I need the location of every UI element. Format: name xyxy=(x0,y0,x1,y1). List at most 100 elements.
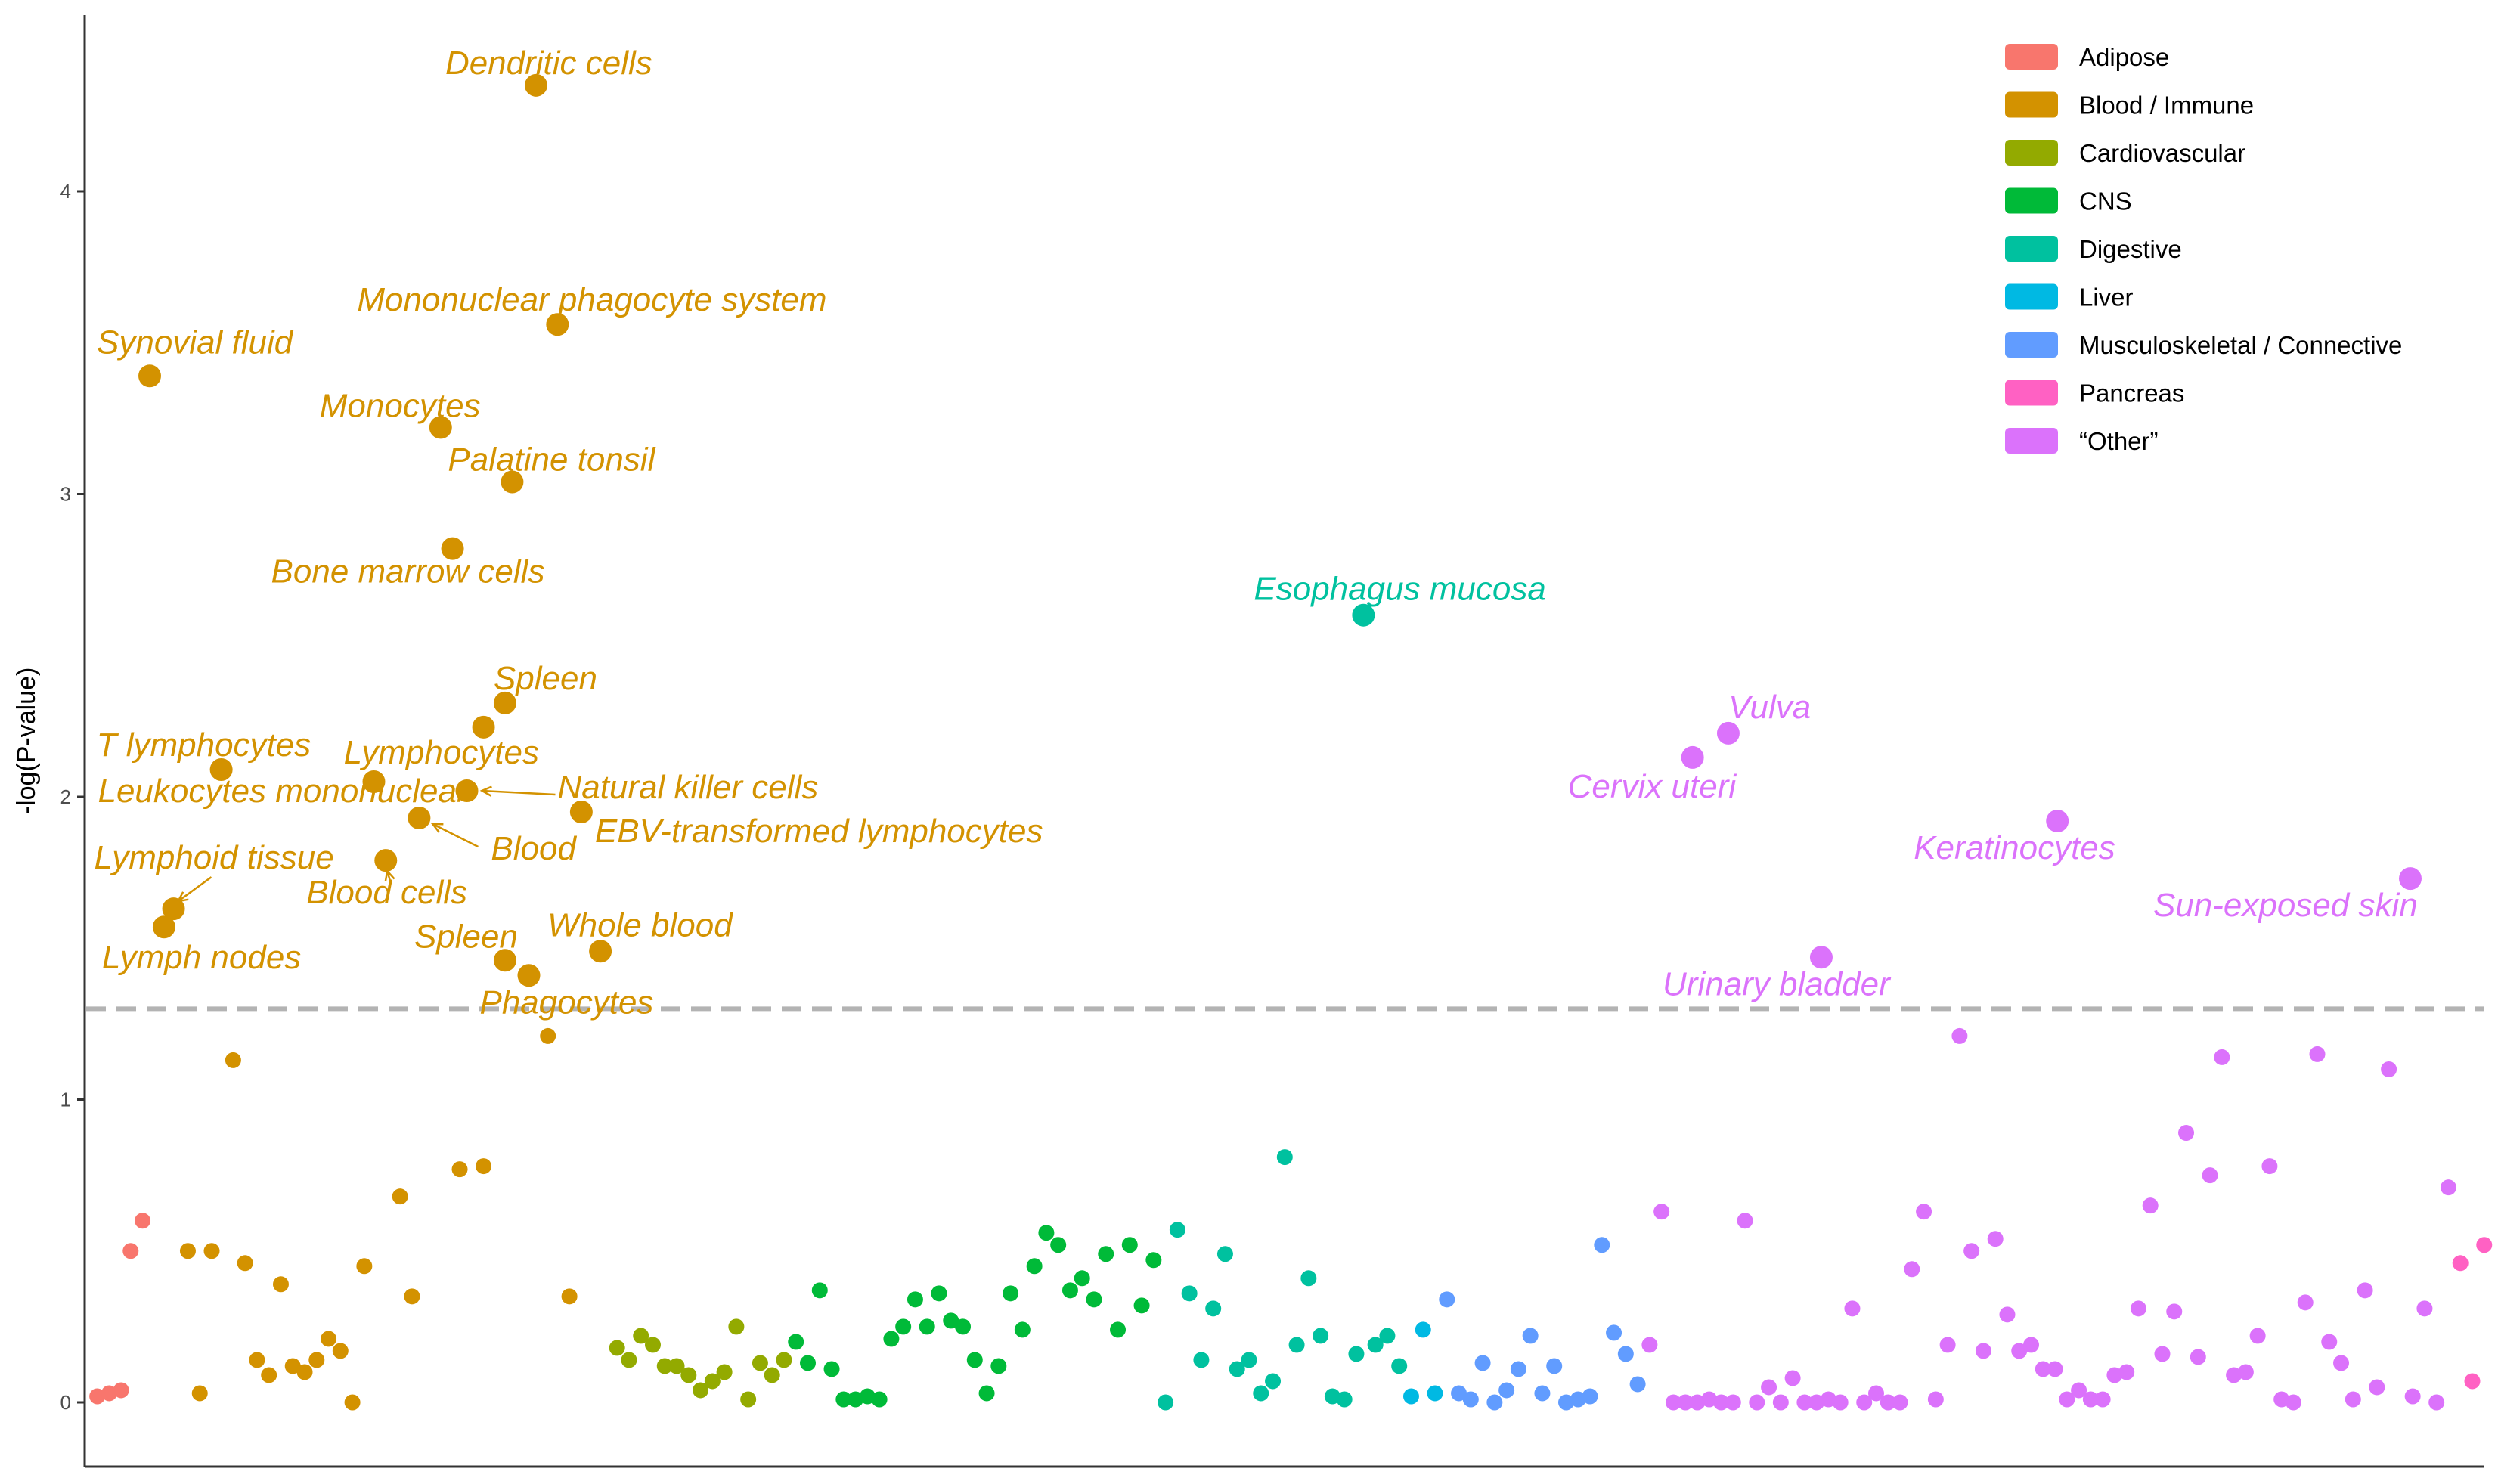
data-point xyxy=(764,1367,780,1383)
labeled-data-point xyxy=(517,964,541,987)
labeled-data-point xyxy=(2046,810,2069,833)
data-point xyxy=(476,1158,492,1175)
data-point xyxy=(1181,1285,1198,1302)
data-point xyxy=(1145,1252,1162,1269)
data-point xyxy=(2309,1046,2326,1062)
legend-swatch xyxy=(2005,332,2058,358)
data-point xyxy=(895,1318,912,1335)
legend-label: Adipose xyxy=(2079,43,2169,71)
data-point xyxy=(1701,1391,1718,1408)
label-arrowhead xyxy=(384,869,395,882)
data-point xyxy=(1772,1394,1789,1411)
data-points xyxy=(89,73,2493,1411)
point-label: Spleen xyxy=(494,660,597,697)
data-point xyxy=(179,1243,196,1259)
data-point xyxy=(1253,1385,1269,1402)
data-point xyxy=(332,1343,349,1359)
legend-label: Musculoskeletal / Connective xyxy=(2079,331,2402,359)
labeled-data-point xyxy=(493,691,516,714)
legend-swatch xyxy=(2005,91,2058,118)
data-point xyxy=(1987,1231,2004,1247)
labeled-data-point xyxy=(152,915,175,939)
data-point xyxy=(2106,1367,2123,1383)
data-point xyxy=(859,1388,876,1405)
data-point xyxy=(1169,1222,1185,1238)
data-point xyxy=(1415,1321,1431,1338)
legend-swatch xyxy=(2005,283,2058,310)
data-point xyxy=(203,1243,220,1259)
data-point xyxy=(1641,1337,1658,1353)
labeled-data-point xyxy=(546,313,569,336)
data-point xyxy=(1784,1370,1801,1386)
labeled-data-point xyxy=(138,364,162,388)
data-point xyxy=(392,1188,408,1205)
data-point xyxy=(2440,1179,2456,1196)
data-point xyxy=(1391,1358,1408,1374)
data-point xyxy=(1796,1394,1813,1411)
legend-swatch xyxy=(2005,236,2058,262)
data-point xyxy=(2404,1388,2421,1405)
labeled-data-point xyxy=(441,537,464,560)
data-point xyxy=(2130,1300,2146,1317)
data-point xyxy=(1014,1321,1031,1338)
data-point xyxy=(1856,1394,1873,1411)
y-tick-label: 3 xyxy=(60,483,71,506)
data-point xyxy=(740,1391,757,1408)
data-point xyxy=(1439,1291,1455,1308)
data-point xyxy=(2071,1382,2087,1399)
point-label: Whole blood xyxy=(547,906,733,943)
point-label: T lymphocytes xyxy=(97,727,311,764)
data-point xyxy=(668,1358,685,1374)
data-point xyxy=(135,1213,151,1229)
data-point xyxy=(1510,1361,1526,1377)
data-point xyxy=(1402,1388,1419,1405)
y-tick-label: 0 xyxy=(60,1391,71,1414)
data-point xyxy=(1498,1382,1515,1399)
data-point xyxy=(2094,1391,2111,1408)
data-point xyxy=(561,1288,578,1305)
point-label: Lymph nodes xyxy=(102,939,301,976)
label-arrows xyxy=(176,785,556,903)
data-point xyxy=(2166,1303,2183,1320)
legend-swatch xyxy=(2005,380,2058,406)
data-point xyxy=(776,1352,792,1368)
data-point xyxy=(1582,1388,1598,1405)
data-point xyxy=(1963,1243,1980,1259)
data-point xyxy=(122,1243,139,1259)
data-point xyxy=(1749,1394,1765,1411)
data-point xyxy=(1725,1394,1741,1411)
labeled-data-point xyxy=(493,949,516,972)
data-point xyxy=(1999,1306,2016,1323)
data-point xyxy=(1158,1394,1174,1411)
data-point xyxy=(1026,1258,1043,1275)
data-point xyxy=(1474,1355,1491,1371)
data-point xyxy=(621,1352,637,1368)
point-label: Blood xyxy=(491,830,577,867)
legend-label: CNS xyxy=(2079,187,2132,215)
data-point xyxy=(2321,1334,2338,1350)
data-point xyxy=(2452,1255,2469,1272)
data-point xyxy=(1820,1391,1836,1408)
data-point xyxy=(1606,1324,1622,1341)
labeled-data-point xyxy=(362,770,386,793)
data-point xyxy=(540,1027,556,1044)
data-point xyxy=(2464,1373,2481,1390)
label-arrow xyxy=(432,823,479,848)
data-point xyxy=(919,1318,935,1335)
data-point xyxy=(728,1318,745,1335)
data-point xyxy=(2178,1125,2195,1142)
data-point xyxy=(1927,1391,1944,1408)
data-point xyxy=(716,1364,733,1380)
data-point xyxy=(1951,1027,1968,1044)
labeled-data-point xyxy=(501,470,524,494)
labeled-data-point xyxy=(1809,946,1833,969)
data-point xyxy=(1653,1204,1670,1220)
labeled-data-point xyxy=(1352,603,1375,627)
data-point xyxy=(1288,1337,1305,1353)
data-point xyxy=(1038,1225,1055,1241)
legend-label: Pancreas xyxy=(2079,380,2184,407)
data-point xyxy=(2047,1361,2063,1377)
point-label: Phagocytes xyxy=(479,984,653,1021)
data-point xyxy=(1133,1297,1150,1314)
data-point xyxy=(1074,1270,1090,1287)
